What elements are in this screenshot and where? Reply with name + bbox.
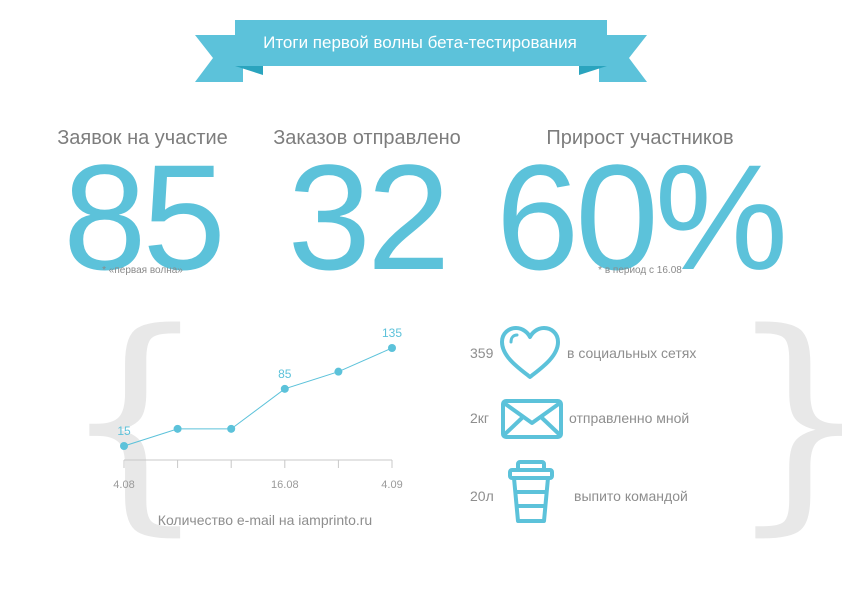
stat-value-orders: 32 [287, 133, 451, 301]
title-ribbon [195, 20, 647, 82]
stat-label-orders: Заказов отправлено [273, 127, 461, 149]
stat-value-applications: 85 [63, 133, 226, 301]
fact-number-sent: 2кг [470, 410, 490, 426]
envelope-icon [501, 399, 563, 439]
x-tick-label: 4.09 [381, 479, 402, 491]
data-point [227, 424, 236, 433]
stat-note-growth: * в период с 16.08 [598, 265, 682, 276]
stat-note-applications: * «первая волна» [102, 265, 183, 276]
fact-number-social: 359 [470, 345, 494, 361]
data-label: 85 [278, 367, 292, 381]
email-line-chart: 4.08 16.08 4.09 15 85 135 [113, 326, 402, 491]
data-point [120, 442, 128, 450]
fact-text-social: в социальных сетях [567, 345, 697, 361]
page-title: Итоги первой волны бета-тестирования [263, 33, 577, 52]
data-point [173, 424, 182, 433]
x-tick-label: 16.08 [271, 479, 299, 491]
stat-label-growth: Прирост участников [546, 127, 734, 149]
heart-icon [500, 326, 560, 379]
data-point [280, 384, 289, 393]
fact-text-drunk: выпито командой [574, 488, 688, 504]
x-tick-label: 4.08 [113, 479, 134, 491]
right-brace: } [726, 302, 842, 537]
fact-number-drunk: 20л [470, 488, 494, 504]
series-line [123, 347, 393, 447]
chart-caption: Количество e-mail на iamprinto.ru [157, 512, 373, 528]
stat-label-applications: Заявок на участие [57, 127, 228, 149]
left-brace: { [60, 283, 210, 556]
data-point [388, 344, 396, 352]
stat-value-growth: 60% [495, 133, 788, 301]
data-label: 15 [117, 424, 131, 438]
data-label: 135 [382, 326, 402, 340]
data-point [334, 367, 343, 376]
fact-text-sent: отправленно мной [569, 410, 690, 426]
coffee-cup-icon [508, 460, 554, 523]
